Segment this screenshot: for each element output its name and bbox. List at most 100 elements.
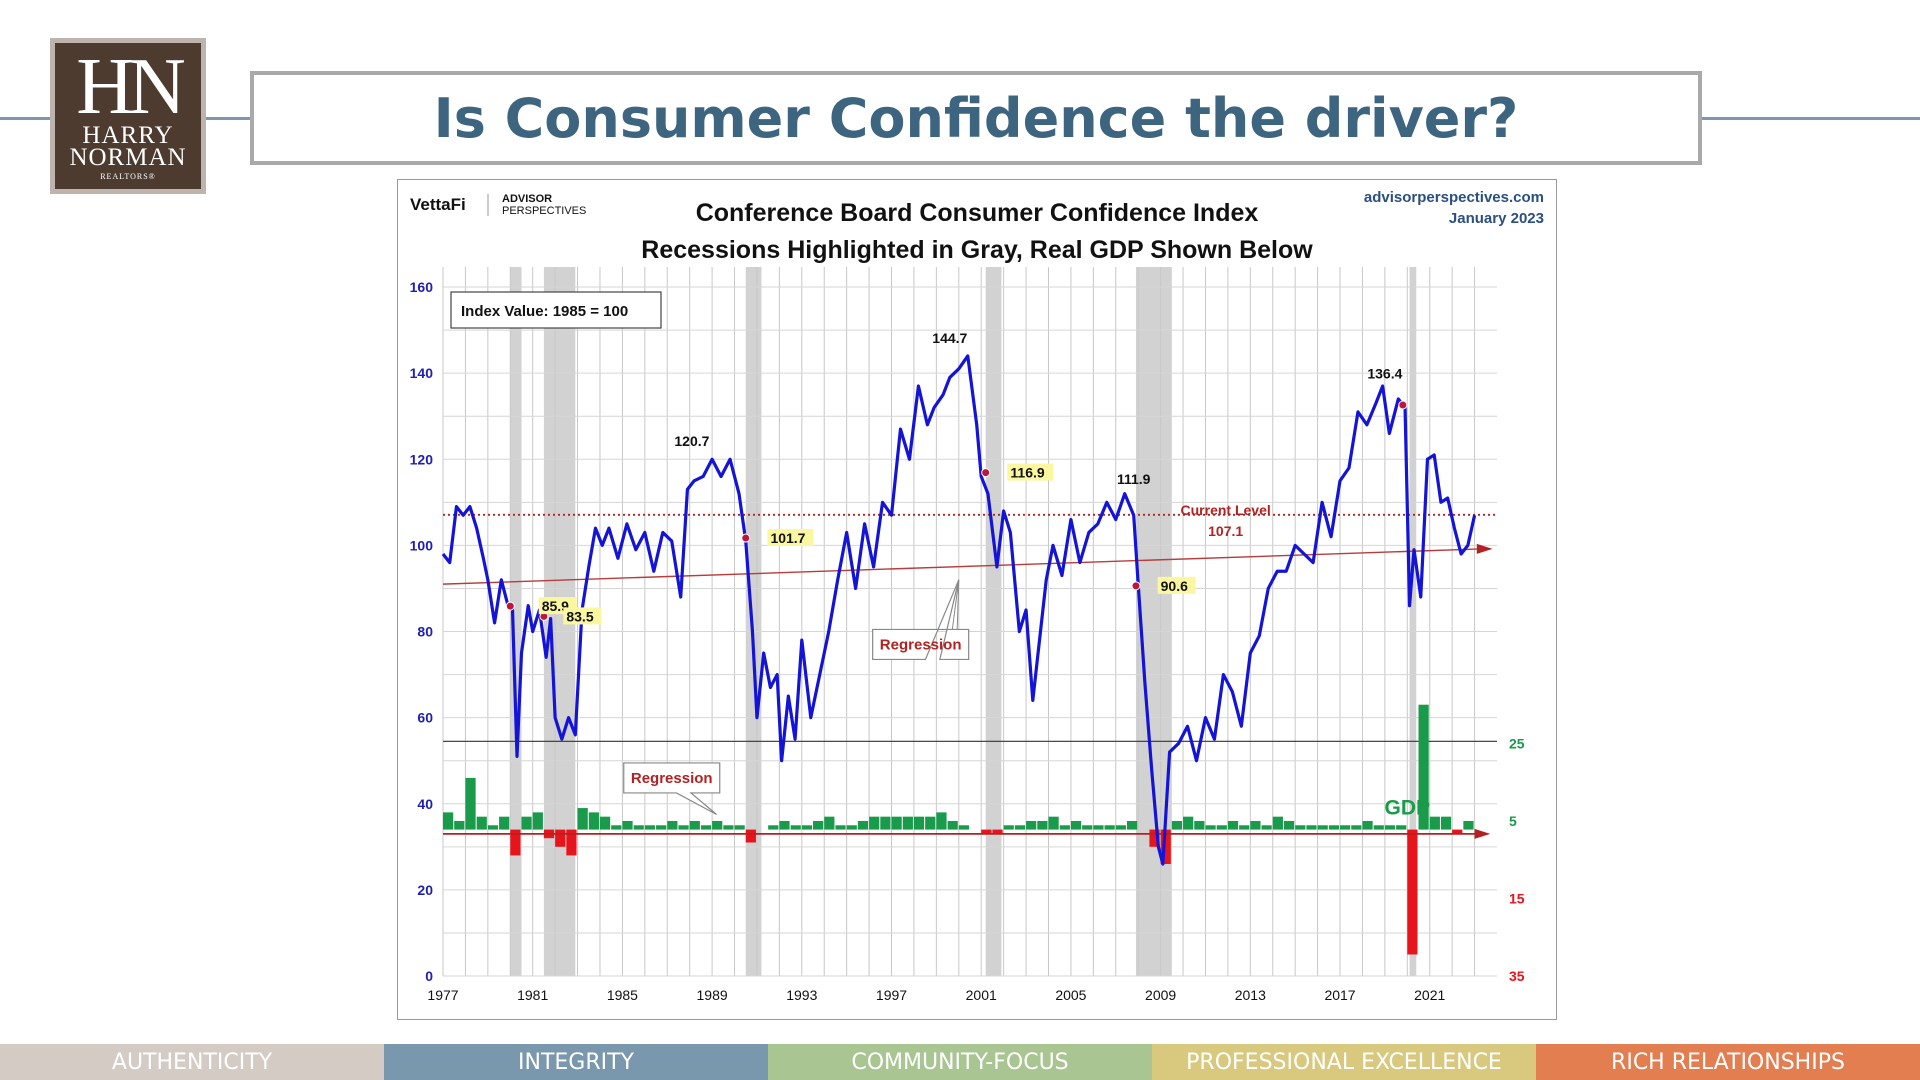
gdp-regression-callout-text: Regression [631, 770, 713, 787]
trough-label-7: 116.9 [1010, 465, 1044, 481]
recession-band-2 [745, 267, 762, 976]
gdp-bar [1396, 825, 1407, 830]
gdp-bar [1014, 825, 1026, 830]
gdp-bar [1250, 820, 1261, 830]
advisor-perspectives-word2: PERSPECTIVES [502, 205, 586, 217]
regression-line [442, 548, 1484, 585]
gdp-bar [723, 825, 734, 830]
y-tick-label: 60 [417, 710, 433, 726]
y-tick-label: 120 [410, 451, 434, 467]
gdp-bar [981, 829, 992, 834]
trough-label-bg-5 [563, 607, 602, 625]
footer-professional-excellence: PROFESSIONAL EXCELLENCE [1152, 1044, 1536, 1080]
gdp-bar [936, 812, 947, 830]
y-tick-label: 140 [410, 365, 434, 381]
gdp-bar [678, 825, 689, 830]
source-site: advisorperspectives.com [1364, 189, 1544, 206]
gdp-bar [454, 820, 465, 830]
gdp-bar [1171, 820, 1183, 830]
peak-label-2: 120.7 [674, 433, 709, 449]
regression-arrowhead [1476, 543, 1493, 554]
y-tick-label: 80 [417, 624, 433, 640]
x-tick-label: 2013 [1235, 987, 1266, 1003]
chart-subtitle: Recessions Highlighted in Gray, Real GDP… [641, 236, 1313, 264]
gdp-bar [1194, 820, 1205, 830]
footer-authenticity: AUTHENTICITY [0, 1044, 384, 1080]
gdp-bar [588, 812, 599, 830]
gdp-bar [1340, 825, 1351, 830]
gdp-bar [1306, 825, 1317, 830]
harry-norman-logo[interactable]: HN HARRY NORMAN REALTORS® [50, 38, 206, 194]
header-rule-right [1700, 117, 1920, 120]
peak-label-0: 144.7 [932, 330, 967, 346]
gdp-bar [1183, 816, 1194, 830]
gdp-bar [689, 820, 700, 830]
gdp-bar [1082, 825, 1093, 830]
x-tick-label: 1989 [697, 987, 728, 1003]
gdp-tick-label: 35 [1509, 968, 1525, 984]
gdp-bar [824, 816, 835, 830]
gdp-bar [443, 812, 454, 830]
recession-marker-0 [505, 601, 515, 611]
gdp-bar [1272, 816, 1283, 830]
trough-label-bg-7 [1007, 463, 1054, 481]
gdp-bar [599, 816, 611, 830]
gdp-bar [1440, 816, 1452, 830]
trough-label-6: 101.7 [770, 530, 805, 546]
index-note-box [450, 291, 662, 329]
trough-label-8: 90.6 [1161, 578, 1188, 594]
gdp-bar [1093, 825, 1104, 830]
gdp-regression-arrowhead [1474, 828, 1491, 839]
x-tick-label: 2017 [1324, 987, 1355, 1003]
regression-callout-box [872, 579, 970, 661]
gdp-bar [1328, 825, 1340, 830]
gdp-bar [1463, 820, 1474, 830]
slide-title: Is Consumer Confidence the driver? [433, 86, 1519, 150]
gdp-bar [712, 820, 723, 830]
gdp-bar [857, 820, 869, 830]
gdp-bar [768, 825, 779, 830]
gdp-bar [622, 820, 633, 830]
footer-integrity: INTEGRITY [384, 1044, 768, 1080]
gdp-bar [891, 816, 902, 830]
peak-label-1: 136.4 [1367, 366, 1402, 382]
gdp-bar [846, 825, 857, 830]
gdp-bar [790, 825, 801, 830]
gdp-bar [532, 812, 543, 830]
chart-frame: Current Level 107.1 144.7 136.4 120.7 111.9 85… [397, 179, 1557, 1020]
gdp-bar [734, 825, 745, 830]
gdp-bar [1283, 820, 1295, 830]
gdp-bar [700, 825, 712, 830]
x-tick-label: 1985 [607, 987, 638, 1003]
trough-label-5: 83.5 [566, 608, 593, 624]
recession-marker-2 [741, 533, 751, 543]
gdp-bar [1149, 829, 1160, 847]
source-date: January 2023 [1449, 210, 1544, 227]
gdp-bar [633, 825, 644, 830]
y-tick-label: 20 [417, 882, 433, 898]
gdp-bar [1407, 829, 1418, 955]
gdp-bar [880, 816, 891, 830]
gdp-bar [925, 816, 936, 830]
gdp-bar [644, 825, 656, 830]
peak-label-3: 111.9 [1117, 471, 1151, 487]
gdp-bar [1216, 825, 1227, 830]
gdp-bar [1351, 825, 1362, 830]
gdp-bar [1104, 825, 1115, 830]
slide-title-box: Is Consumer Confidence the driver? [250, 71, 1702, 165]
gdp-bar [1384, 825, 1396, 830]
trough-label-4: 85.9 [542, 598, 569, 614]
gdp-bar [1239, 825, 1250, 830]
logo-word-norman: NORMAN [69, 144, 187, 171]
gdp-bar [947, 820, 958, 830]
gdp-bar [1048, 816, 1059, 830]
gdp-tick-label: 15 [1509, 890, 1525, 906]
gdp-bar [835, 825, 846, 830]
gdp-bar [1227, 820, 1239, 830]
gdp-bar [1126, 820, 1138, 830]
x-tick-label: 1997 [876, 987, 907, 1003]
gdp-bar [1295, 825, 1306, 830]
x-tick-label: 1993 [786, 987, 817, 1003]
index-note-text: Index Value: 1985 = 100 [461, 303, 628, 320]
vettafi-logo: VettaFi [410, 195, 466, 214]
